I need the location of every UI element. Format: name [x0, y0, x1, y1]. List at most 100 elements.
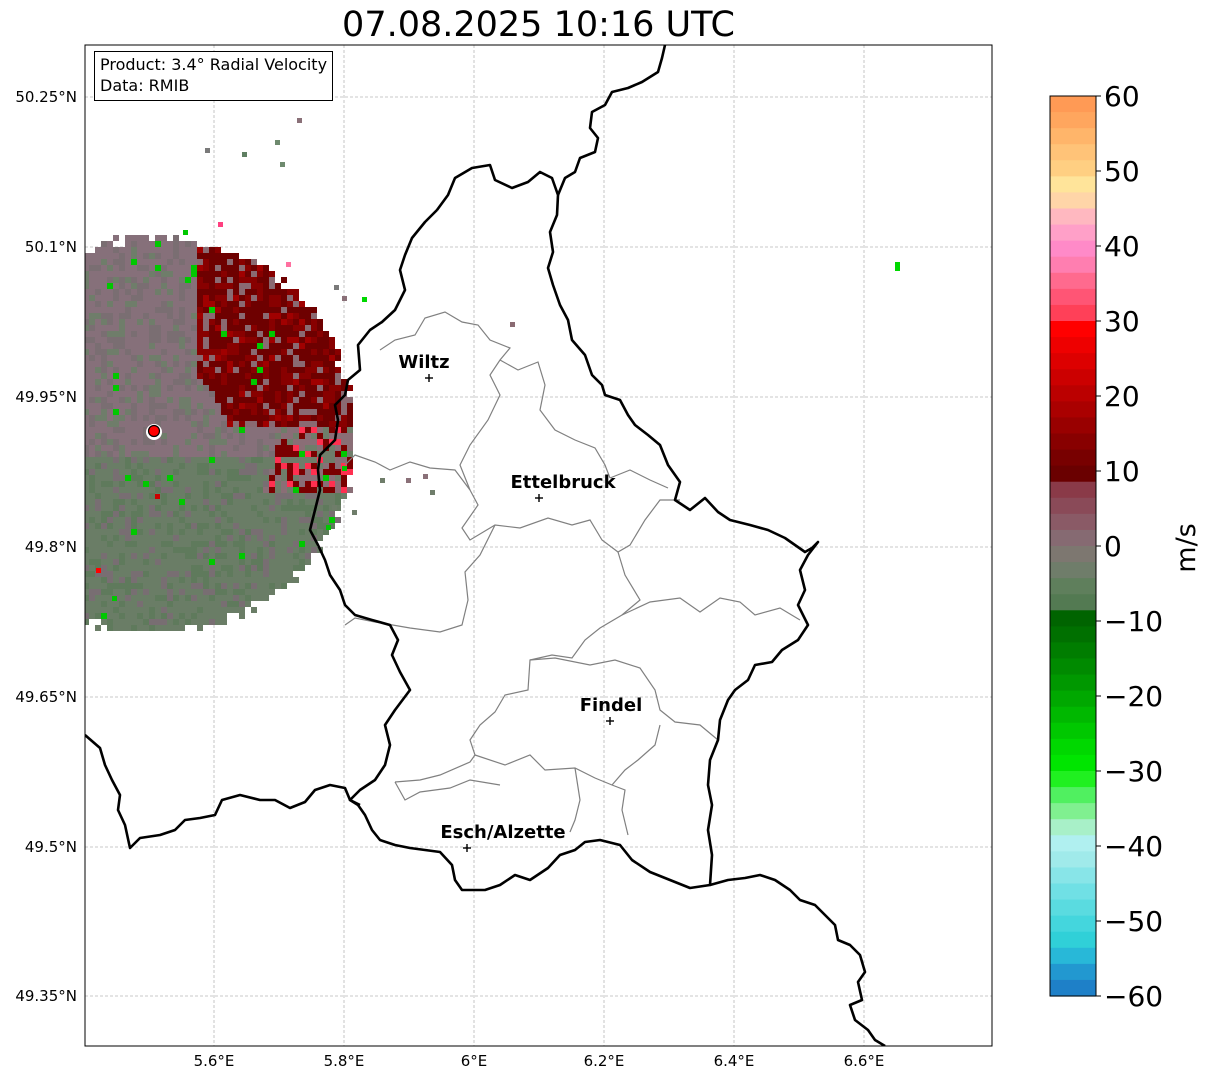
echo-cell: [251, 535, 257, 541]
echo-cell: [203, 613, 209, 619]
echo-cell: [329, 475, 335, 481]
echo-cell: [257, 547, 263, 553]
echo-cell: [95, 325, 101, 331]
echo-cell: [137, 409, 143, 415]
echo-cell: [155, 547, 161, 553]
echo-cell: [251, 487, 257, 493]
echo-cell: [29, 517, 35, 523]
echo-cell: [245, 517, 251, 523]
echo-cell: [281, 289, 287, 295]
echo-cell: [233, 415, 239, 421]
echo-cell: [65, 307, 71, 313]
echo-cell: [143, 319, 149, 325]
echo-cell: [161, 577, 167, 583]
echo-cell: [113, 379, 119, 385]
echo-cell: [95, 397, 101, 403]
echo-cell: [275, 313, 281, 319]
echo-cell: [29, 505, 35, 511]
echo-cell: [113, 271, 119, 277]
echo-cell: [17, 547, 23, 553]
echo-cell: [137, 583, 143, 589]
echo-cell: [185, 523, 191, 529]
echo-cell: [137, 613, 143, 619]
echo-cell: [23, 289, 29, 295]
echo-cell: [203, 511, 209, 517]
echo-speck: [352, 510, 357, 515]
echo-cell: [119, 403, 125, 409]
echo-cell: [179, 433, 185, 439]
echo-cell: [335, 451, 341, 457]
echo-cell: [89, 271, 95, 277]
echo-cell: [65, 421, 71, 427]
echo-cell: [149, 535, 155, 541]
echo-cell: [17, 307, 23, 313]
echo-cell: [89, 445, 95, 451]
echo-cell: [89, 493, 95, 499]
echo-cell: [119, 343, 125, 349]
echo-cell: [305, 559, 311, 565]
echo-cell: [221, 463, 227, 469]
echo-cell: [131, 265, 137, 271]
echo-cell: [155, 409, 161, 415]
echo-cell: [59, 289, 65, 295]
echo-cell: [197, 277, 203, 283]
echo-cell: [203, 469, 209, 475]
echo-cell: [275, 529, 281, 535]
echo-cell: [269, 529, 275, 535]
echo-cell: [317, 523, 323, 529]
echo-cell: [209, 259, 215, 265]
echo-cell: [215, 571, 221, 577]
echo-cell: [35, 415, 41, 421]
echo-cell: [311, 373, 317, 379]
echo-cell: [5, 379, 11, 385]
echo-cell: [17, 553, 23, 559]
echo-cell: [85, 253, 89, 259]
echo-cell: [347, 397, 353, 403]
echo-cell: [59, 451, 65, 457]
echo-cell: [89, 511, 95, 517]
echo-cell: [41, 325, 47, 331]
echo-cell: [245, 301, 251, 307]
echo-cell: [221, 529, 227, 535]
echo-cell: [179, 409, 185, 415]
echo-cell: [227, 385, 233, 391]
echo-cell: [287, 397, 293, 403]
echo-cell: [5, 325, 11, 331]
echo-cell: [71, 451, 77, 457]
echo-cell: [167, 571, 173, 577]
echo-cell: [143, 589, 149, 595]
echo-cell: [281, 415, 287, 421]
echo-cell: [101, 445, 107, 451]
echo-cell: [29, 361, 35, 367]
echo-cell: [65, 325, 71, 331]
echo-cell: [263, 343, 269, 349]
echo-cell: [233, 475, 239, 481]
echo-cell: [125, 499, 131, 505]
echo-cell: [107, 265, 113, 271]
echo-cell: [143, 355, 149, 361]
echo-cell: [257, 301, 263, 307]
echo-cell: [53, 313, 59, 319]
echo-cell: [269, 319, 275, 325]
echo-cell: [263, 559, 269, 565]
echo-cell: [35, 523, 41, 529]
echo-cell: [107, 391, 113, 397]
echo-cell: [245, 343, 251, 349]
echo-cell: [299, 553, 305, 559]
echo-cell: [155, 625, 161, 631]
echo-cell: [311, 451, 317, 457]
echo-speck: [895, 262, 900, 267]
echo-cell: [65, 583, 71, 589]
echo-cell: [269, 541, 275, 547]
echo-cell: [221, 613, 227, 619]
echo-cell: [47, 415, 53, 421]
echo-cell: [257, 337, 263, 343]
echo-cell: [71, 265, 77, 271]
echo-cell: [191, 343, 197, 349]
echo-cell: [95, 367, 101, 373]
echo-cell: [101, 505, 107, 511]
echo-cell: [299, 337, 305, 343]
echo-cell: [227, 493, 233, 499]
echo-cell: [131, 421, 137, 427]
echo-cell: [239, 493, 245, 499]
